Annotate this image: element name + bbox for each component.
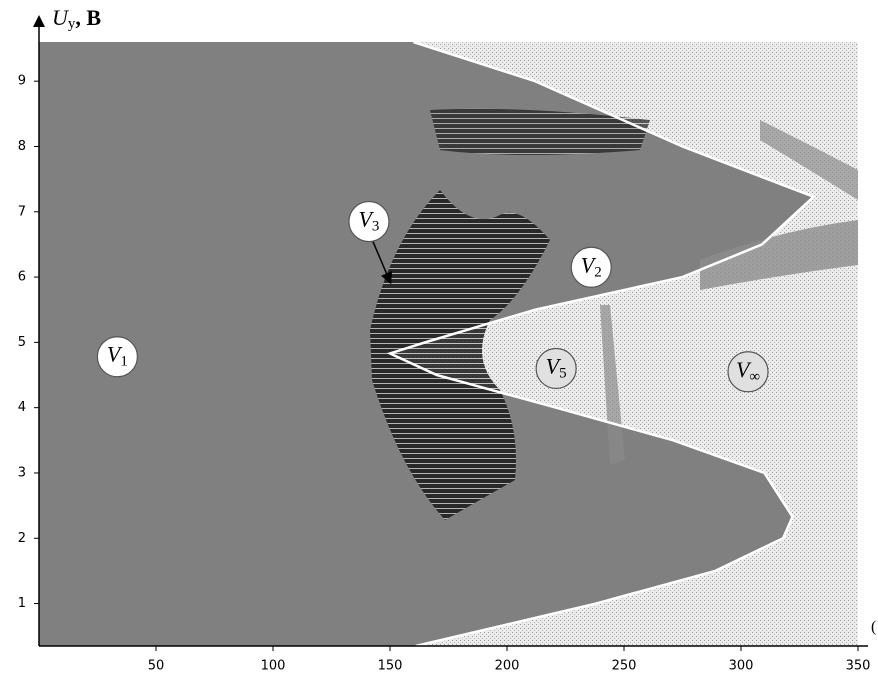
y-tick-label: 4 xyxy=(18,400,26,415)
x-tick-label: 100 xyxy=(261,659,286,674)
x-tick-label: 250 xyxy=(612,659,637,674)
y-tick-label: 1 xyxy=(18,596,26,611)
y-label-rest: , В xyxy=(75,5,101,30)
x-tick-label: 350 xyxy=(846,659,871,674)
y-tick-label: 8 xyxy=(18,139,26,154)
y-tick-label: 9 xyxy=(18,74,26,89)
region-sub: 3 xyxy=(372,219,380,235)
x-tick-label: 50 xyxy=(148,659,165,674)
x-tick-label: 300 xyxy=(729,659,754,674)
y-axis-label: Uy, В xyxy=(52,5,101,32)
y-tick-label: 6 xyxy=(18,270,26,285)
region-sub: 2 xyxy=(594,265,602,281)
y-tick-label: 7 xyxy=(18,204,26,219)
chart: V1V2V3V5V∞ Uy, В ( 501001502002503003501… xyxy=(0,0,878,679)
y-tick-label: 3 xyxy=(18,465,26,480)
y-tick-label: 2 xyxy=(18,531,26,546)
y-tick-label: 5 xyxy=(18,335,26,350)
x-axis-label: ( xyxy=(871,619,876,636)
x-tick-label: 150 xyxy=(378,659,403,674)
region-sub: 1 xyxy=(120,354,128,370)
region-sub: ∞ xyxy=(749,369,760,385)
x-tick-label: 200 xyxy=(495,659,520,674)
region-sub: 5 xyxy=(559,366,567,382)
